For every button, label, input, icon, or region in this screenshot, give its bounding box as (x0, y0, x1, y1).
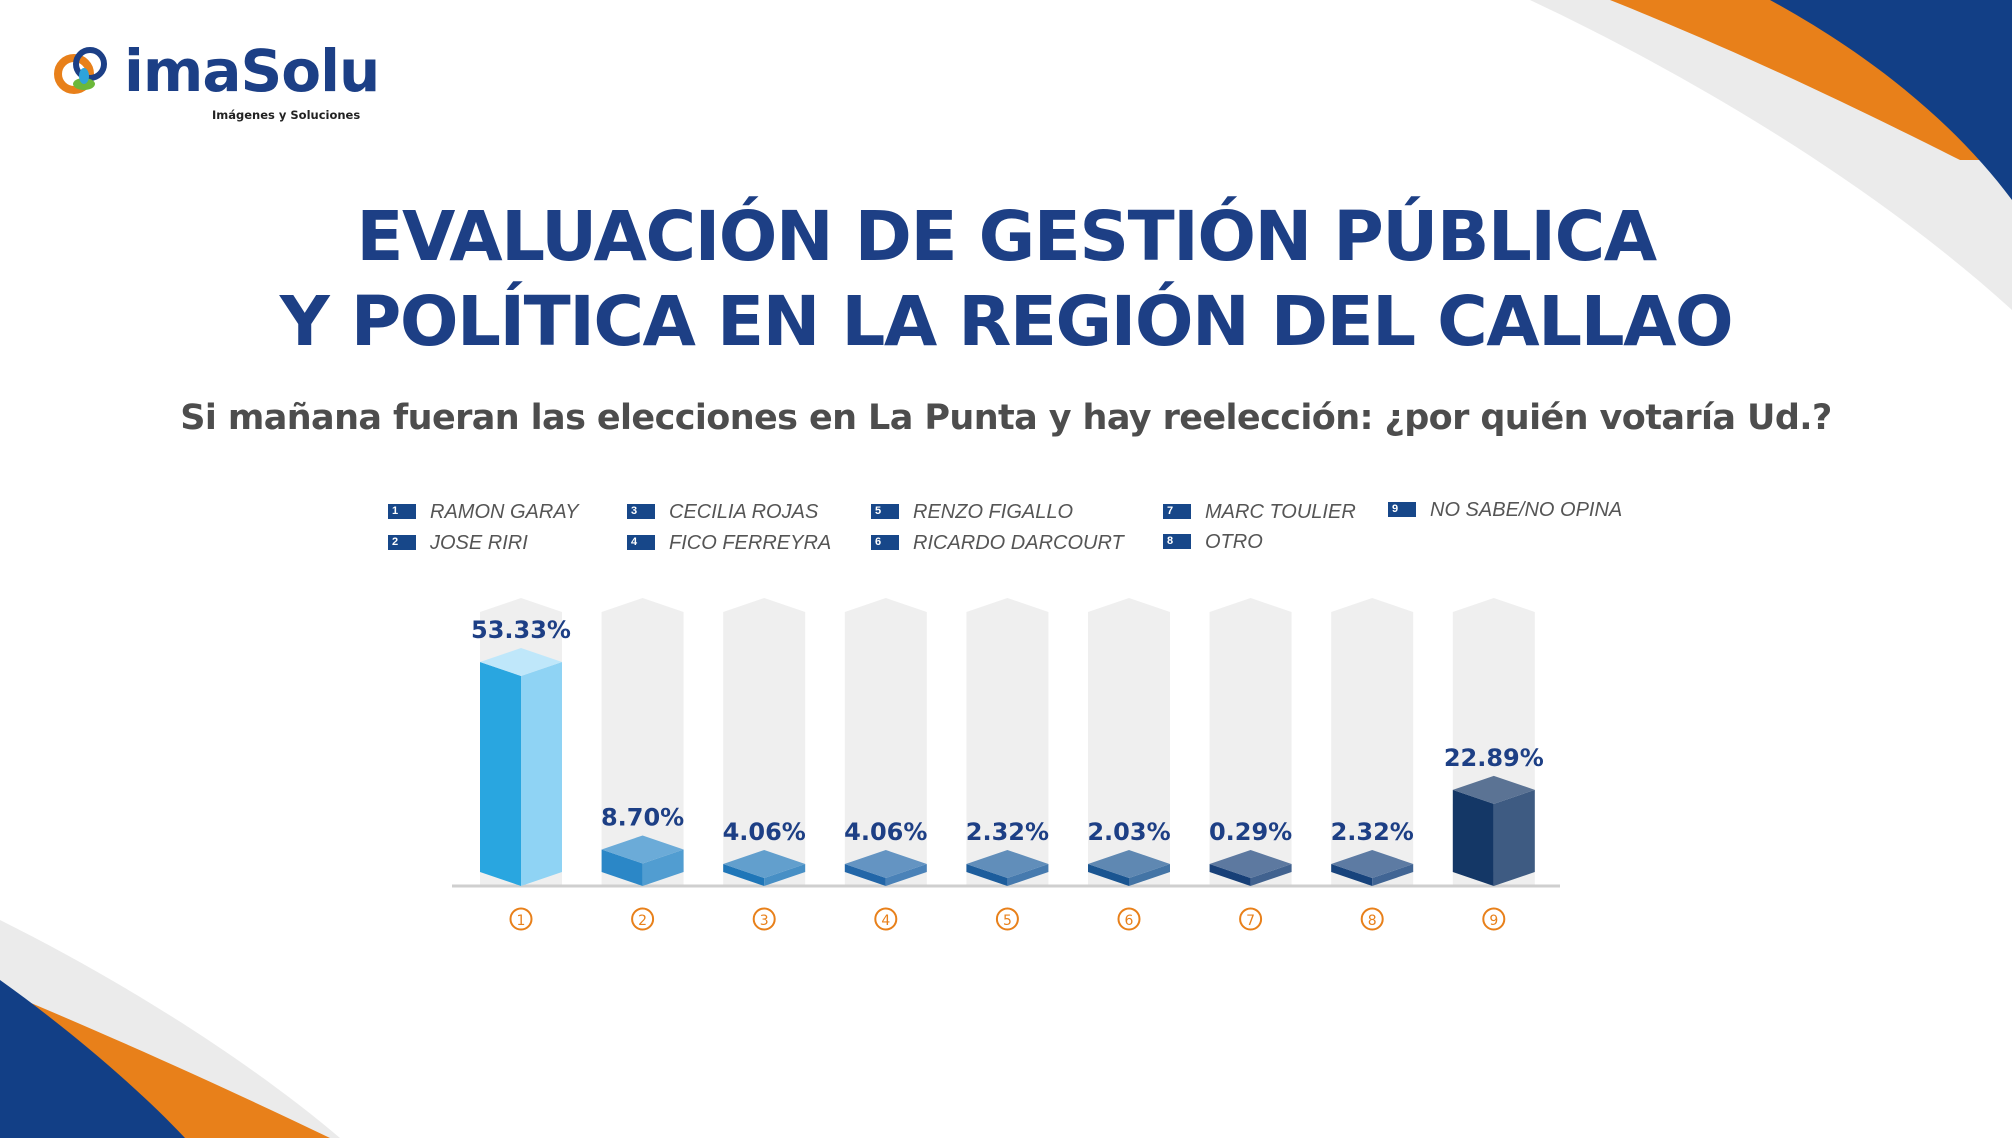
logo-wordmark: imaSolu (124, 37, 380, 105)
bar-3-right-face (764, 864, 806, 886)
page-title: EVALUACIÓN DE GESTIÓN PÚBLICA Y POLÍTICA… (0, 195, 2012, 365)
bar-5-value-label: 2.32% (966, 818, 1049, 846)
category-label-7: 7 (1246, 913, 1255, 929)
bar-6-top (1088, 850, 1170, 878)
bar-7-value-label: 0.29% (1209, 818, 1292, 846)
legend-badge: 4 (627, 535, 655, 550)
bar-background (966, 598, 1049, 886)
category-marker-1 (509, 907, 533, 931)
bar-2-left-face (601, 849, 643, 886)
bar-background (1209, 598, 1292, 886)
bar-8-top (1331, 850, 1414, 878)
top-right-navy-swoosh (1770, 0, 2012, 200)
bar-7-top (1209, 850, 1292, 878)
legend-badge: 2 (388, 535, 416, 550)
bar-background (723, 598, 806, 886)
legend-badge: 7 (1163, 504, 1191, 519)
bar-9-left-face (1452, 789, 1494, 886)
category-label-1: 1 (517, 913, 526, 929)
category-marker-3 (752, 907, 776, 931)
bar-2-top (601, 835, 684, 864)
legend-label: MARC TOULIER (1205, 501, 1356, 523)
page-title-line-2: Y POLÍTICA EN LA REGIÓN DEL CALLAO (279, 282, 1734, 362)
legend-label: JOSE RIRI (430, 532, 528, 554)
logo-mark-icon (54, 47, 107, 94)
bar-6-right-face (1129, 864, 1170, 886)
legend-label: OTRO (1205, 531, 1263, 553)
legend-badge: 1 (388, 504, 416, 519)
category-marker-9 (1482, 907, 1506, 931)
bar-9-right-face (1493, 789, 1535, 886)
category-label-4: 4 (881, 913, 890, 929)
category-marker-6 (1117, 907, 1141, 931)
category-marker-8 (1360, 907, 1384, 931)
legend-label: FICO FERREYRA (669, 532, 832, 554)
bar-1-right-face (521, 662, 562, 886)
logo-tagline: Imágenes y Soluciones (212, 108, 361, 122)
legend-label: RENZO FIGALLO (913, 501, 1074, 523)
category-marker-4 (874, 907, 898, 931)
legend-label: NO SABE/NO OPINA (1430, 499, 1623, 521)
legend-badge: 9 (1388, 502, 1416, 517)
bar-5-left-face (966, 864, 1008, 886)
category-label-8: 8 (1368, 913, 1377, 929)
category-label-2: 2 (638, 913, 647, 929)
bar-9-top (1452, 775, 1535, 804)
category-label-9: 9 (1489, 913, 1498, 929)
bar-2-value-label: 8.70% (601, 803, 684, 831)
bar-4-right-face (885, 864, 927, 886)
bar-background (844, 598, 927, 886)
bar-background (1088, 598, 1170, 886)
bar-4-left-face (844, 864, 886, 886)
bar-6-value-label: 2.03% (1087, 818, 1170, 846)
bar-6-left-face (1088, 864, 1129, 886)
bottom-left-navy-swoosh (0, 980, 185, 1138)
bar-5-top (966, 850, 1049, 878)
legend-badge: 5 (871, 504, 899, 519)
chart-question: Si mañana fueran las elecciones en La Pu… (180, 398, 1832, 438)
bar-2-right-face (642, 849, 684, 886)
bar-background (601, 598, 684, 886)
bar-7-left-face (1209, 864, 1251, 886)
bar-background (1331, 598, 1414, 886)
category-marker-2 (631, 907, 655, 931)
bar-5-right-face (1007, 864, 1049, 886)
bar-1-left-face (480, 662, 521, 886)
category-marker-5 (995, 907, 1019, 931)
bar-7-right-face (1250, 864, 1292, 886)
bar-3-left-face (723, 864, 765, 886)
legend-badge: 6 (871, 535, 899, 550)
category-label-6: 6 (1125, 913, 1134, 929)
legend-badge: 8 (1163, 534, 1191, 549)
legend-label: RAMON GARAY (430, 501, 579, 523)
category-label-3: 3 (760, 913, 769, 929)
legend-label: RICARDO DARCOURT (913, 532, 1124, 554)
bar-8-value-label: 2.32% (1331, 818, 1414, 846)
page-title-line-1: EVALUACIÓN DE GESTIÓN PÚBLICA (356, 197, 1657, 277)
bar-3-value-label: 4.06% (723, 818, 806, 846)
bar-9-value-label: 22.89% (1444, 744, 1544, 772)
bar-8-left-face (1331, 864, 1373, 886)
brand-logo: imaSolu Imágenes y Soluciones (44, 38, 380, 128)
bar-4-top (844, 850, 927, 878)
bar-1-top (480, 648, 562, 676)
category-marker-7 (1239, 907, 1263, 931)
bar-3-top (723, 850, 806, 878)
bar-4-value-label: 4.06% (844, 818, 927, 846)
category-label-5: 5 (1003, 913, 1012, 929)
legend-badge: 3 (627, 504, 655, 519)
bar-8-right-face (1372, 864, 1414, 886)
legend-label: CECILIA ROJAS (669, 501, 819, 523)
bar-1-value-label: 53.33% (471, 616, 571, 644)
